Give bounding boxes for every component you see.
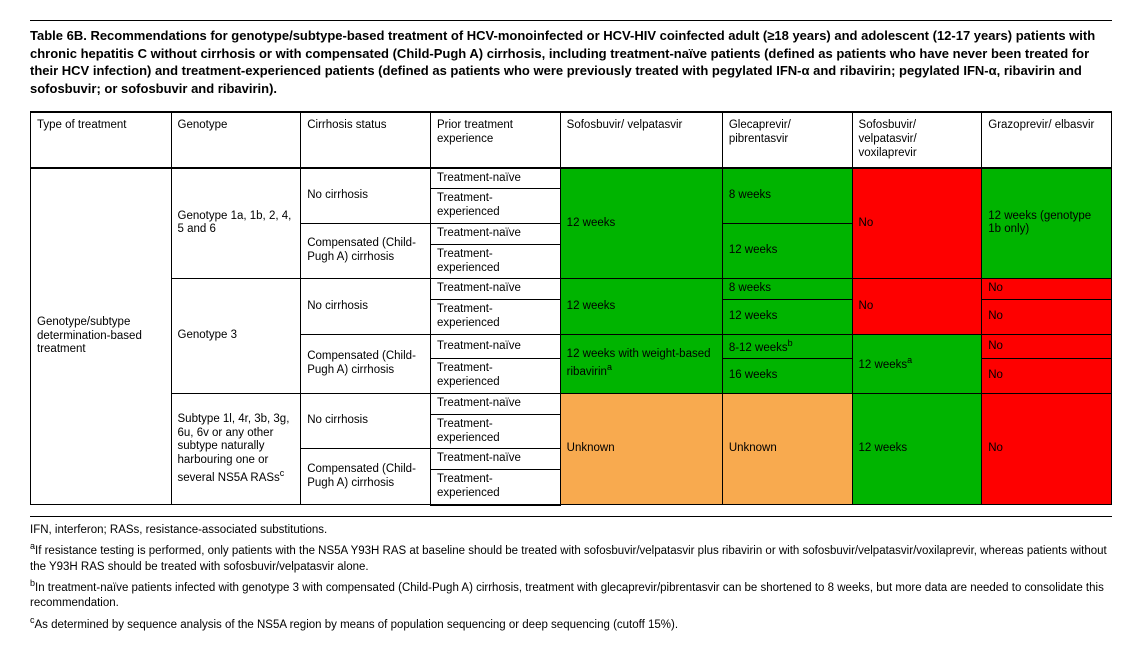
cell-exp-naive: Treatment-naïve — [430, 279, 560, 300]
cell-exp-naive: Treatment-naïve — [430, 449, 560, 470]
cell-g3-grazelb-3: No — [982, 334, 1112, 359]
cell-cirrhosis-comp: Compensated (Child-Pugh A) cirrhosis — [301, 449, 431, 505]
cell-text: 8-12 weeks — [729, 342, 788, 354]
cell-cirrhosis-none: No cirrhosis — [301, 168, 431, 224]
cell-cirrhosis-none: No cirrhosis — [301, 393, 431, 448]
footnote-b: bIn treatment-naïve patients infected wi… — [30, 577, 1112, 612]
col-gle-pib: Glecaprevir/ pibrentasvir — [722, 112, 852, 167]
cell-text: 12 weeks — [859, 359, 908, 371]
cell-g3-grazelb-2: No — [982, 300, 1112, 335]
footnote-a: aIf resistance testing is performed, onl… — [30, 540, 1112, 575]
cell-g3-svv-nc: No — [852, 279, 982, 334]
col-type: Type of treatment — [31, 112, 172, 167]
cell-g3-glepib-comp-naive: 8-12 weeksb — [722, 334, 852, 359]
cell-genotype-sub: Subtype 1l, 4r, 3b, 3g, 6u, 6v or any ot… — [171, 393, 301, 504]
cell-exp-exp: Treatment-experienced — [430, 414, 560, 449]
cell-g3-grazelb-1: No — [982, 279, 1112, 300]
footnote-c: cAs determined by sequence analysis of t… — [30, 614, 1112, 633]
col-prior: Prior treatment experience — [430, 112, 560, 167]
cell-sub-sofvel: Unknown — [560, 393, 722, 504]
cell-cirrhosis-none: No cirrhosis — [301, 279, 431, 334]
cell-exp-naive: Treatment-naïve — [430, 393, 560, 414]
cell-cirrhosis-comp: Compensated (Child-Pugh A) cirrhosis — [301, 334, 431, 393]
cell-g3-glepib-nc-exp: 12 weeks — [722, 300, 852, 335]
col-graz-elb: Grazoprevir/ elbasvir — [982, 112, 1112, 167]
cell-text: Subtype 1l, 4r, 3b, 3g, 6u, 6v or any ot… — [178, 413, 290, 484]
footnote-text: If resistance testing is performed, only… — [30, 545, 1107, 573]
cell-cirrhosis-comp: Compensated (Child-Pugh A) cirrhosis — [301, 223, 431, 278]
sup: b — [788, 338, 793, 348]
cell-exp-exp: Treatment-experienced — [430, 189, 560, 224]
cell-text: 12 weeks with weight-based ribavirin — [567, 348, 711, 378]
treatment-table: Type of treatment Genotype Cirrhosis sta… — [30, 111, 1112, 506]
cell-exp-naive: Treatment-naïve — [430, 334, 560, 359]
cell-exp-exp: Treatment-experienced — [430, 244, 560, 279]
header-row: Type of treatment Genotype Cirrhosis sta… — [31, 112, 1112, 167]
footnote-abbr: IFN, interferon; RASs, resistance-associ… — [30, 523, 1112, 539]
cell-exp-exp: Treatment-experienced — [430, 359, 560, 394]
footnote-text: In treatment-naïve patients infected wit… — [30, 582, 1104, 610]
sup: a — [607, 362, 612, 372]
cell-g3-sofvel-comp: 12 weeks with weight-based ribavirina — [560, 334, 722, 393]
col-genotype: Genotype — [171, 112, 301, 167]
cell-genotype-g1: Genotype 1a, 1b, 2, 4, 5 and 6 — [171, 168, 301, 279]
col-sof-vel: Sofosbuvir/ velpatasvir — [560, 112, 722, 167]
footnotes: IFN, interferon; RASs, resistance-associ… — [30, 516, 1112, 634]
cell-exp-naive: Treatment-naïve — [430, 223, 560, 244]
cell-exp-exp: Treatment-experienced — [430, 470, 560, 505]
cell-sub-glepib: Unknown — [722, 393, 852, 504]
col-cirrhosis: Cirrhosis status — [301, 112, 431, 167]
table-title: Table 6B. Recommendations for genotype/s… — [30, 20, 1112, 97]
cell-exp-naive: Treatment-naïve — [430, 168, 560, 189]
cell-g3-glepib-nc-naive: 8 weeks — [722, 279, 852, 300]
table-row: Subtype 1l, 4r, 3b, 3g, 6u, 6v or any ot… — [31, 393, 1112, 414]
cell-sub-grazelb: No — [982, 393, 1112, 504]
cell-sub-svv: 12 weeks — [852, 393, 982, 504]
table-row: Genotype/subtype determination-based tre… — [31, 168, 1112, 189]
sup: a — [907, 355, 912, 365]
cell-g3-glepib-comp-exp: 16 weeks — [722, 359, 852, 394]
footnote-text: As determined by sequence analysis of th… — [35, 619, 679, 631]
cell-g1-glepib-nc: 8 weeks — [722, 168, 852, 224]
cell-exp-exp: Treatment-experienced — [430, 300, 560, 335]
cell-g1-glepib-comp: 12 weeks — [722, 223, 852, 278]
cell-g1-grazelb: 12 weeks (genotype 1b only) — [982, 168, 1112, 279]
cell-g3-sofvel-nc: 12 weeks — [560, 279, 722, 334]
col-sof-vel-vox: Sofosbuvir/ velpatasvir/ voxilaprevir — [852, 112, 982, 167]
sup: c — [280, 468, 285, 478]
cell-g1-sofvel: 12 weeks — [560, 168, 722, 279]
cell-genotype-g3: Genotype 3 — [171, 279, 301, 394]
cell-treatment-type: Genotype/subtype determination-based tre… — [31, 168, 172, 505]
table-row: Genotype 3 No cirrhosis Treatment-naïve … — [31, 279, 1112, 300]
cell-g3-grazelb-4: No — [982, 359, 1112, 394]
cell-g1-svv: No — [852, 168, 982, 279]
cell-g3-svv-comp: 12 weeksa — [852, 334, 982, 393]
